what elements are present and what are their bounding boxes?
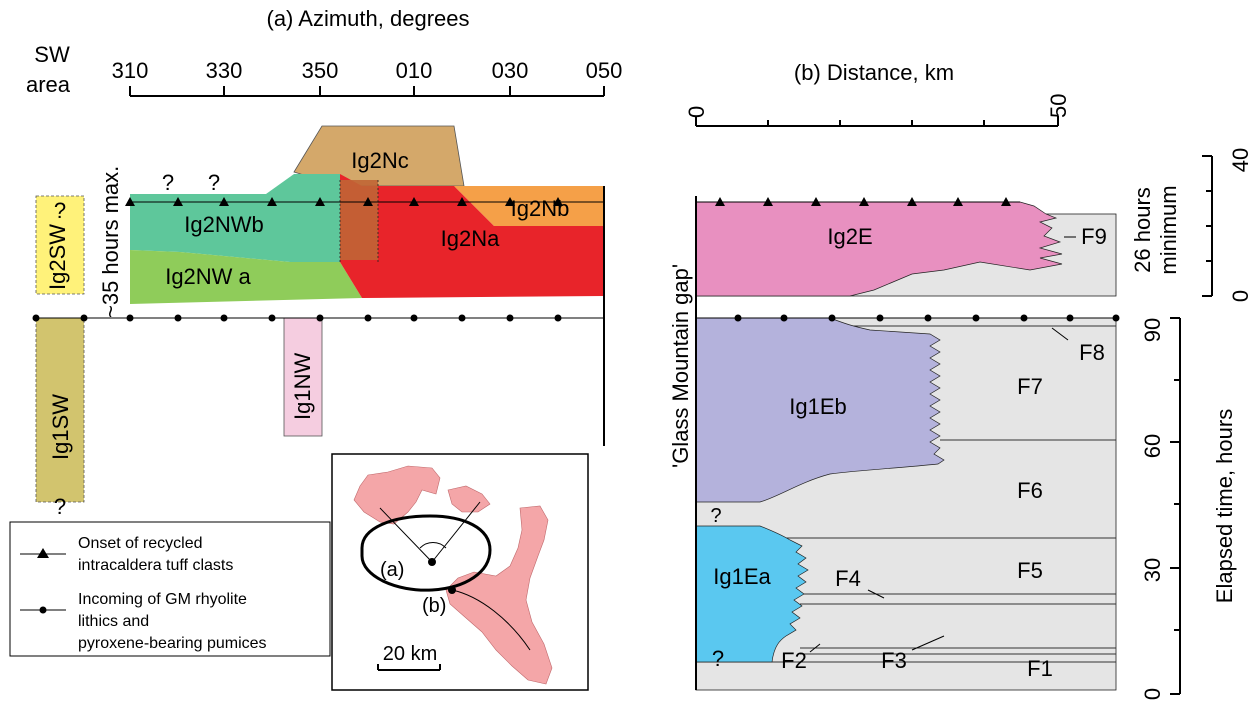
flow-unit-f7-label: F7 [1017,374,1043,399]
elapsed-tick-30: 30 [1140,558,1165,582]
unit-ig2nwb-label: Ig2NWb [184,212,263,237]
azimuth-tick-310: 310 [112,58,149,83]
f2-leader-line [809,643,821,653]
upper-time-tick-40: 40 [1228,148,1252,172]
question-mark-ig2sw: ? [54,198,66,223]
elapsed-time-label: Elapsed time, hours [1212,409,1237,603]
map-distance-line [451,589,531,651]
azimuth-tick-330: 330 [206,58,243,83]
elapsed-tick-90: 90 [1140,318,1165,342]
legend-circle-label-2: lithics and [78,613,149,630]
f3-leader-line [911,635,945,651]
unit-ig1sw-area [35,317,85,503]
azimuth-tick-030: 030 [492,58,529,83]
map-land-north [353,465,491,525]
unit-ig1ea-label: Ig1Ea [713,564,771,589]
map-label-a: (a) [380,559,404,581]
map-scale-label: 20 km [383,643,437,665]
elapsed-time-axis [1170,317,1181,695]
unit-ig2sw-area [35,195,85,295]
overlap-ig2nwb-ig2na [340,180,378,260]
unit-ig2na-label: Ig2Na [441,226,500,251]
elapsed-tick-0: 0 [1140,688,1165,700]
unit-ig1eb-area [695,317,945,503]
upper-time-label-line-2: minimum [1156,185,1181,274]
unit-ig1nw-area [283,317,323,437]
sw-label-line-2: area [26,72,71,97]
flow-unit-f2-label: F2 [781,648,807,673]
map-vent-b [448,586,456,594]
legend-circle-symbol [20,606,66,614]
circle-marker-line-a [32,314,604,322]
flow-unit-f1-label: F1 [1027,656,1053,681]
unit-ig2nb-label: Ig2Nb [511,196,570,221]
f8-leader-line [1051,327,1069,341]
flow-unit-f9-label: F9 [1081,224,1107,249]
map-vent-a [428,558,436,566]
f4-leader-line [867,589,885,599]
unit-ig2e-area [695,201,1063,297]
unit-ig1nw-label: Ig1NW [290,353,315,420]
map-label-b: (b) [422,595,446,617]
triangle-marker-line-a [125,197,604,206]
unit-ig2nw-a-label: Ig2NW a [165,264,251,289]
legend-triangle-label-1: Onset of recycled [78,535,203,552]
panel-b-title: (b) Distance, km [794,60,954,85]
legend-circle-label-1: Incoming of GM rhyolite [78,591,247,608]
upper-time-label-line-1: 26 hours [1130,187,1155,273]
upper-time-tick-0: 0 [1228,290,1252,302]
azimuth-tick-010: 010 [396,58,433,83]
unit-ig2sw-label: Ig2SW [45,224,70,290]
sw-label-line-1: SW [34,42,70,67]
elapsed-tick-60: 60 [1140,434,1165,458]
upper-time-axis [1202,155,1213,297]
flow-unit-f3-label: F3 [881,648,907,673]
glass-mountain-gap-label: 'Glass Mountain gap' [668,264,693,468]
legend-box [9,521,331,657]
distance-tick-0: 0 [684,106,709,118]
unit-ig2nwb-area [130,174,340,262]
circle-marker-line-b [696,314,1120,322]
flow-unit-f8-label: F8 [1079,340,1105,365]
unit-ig2e-label: Ig2E [827,224,872,249]
flow-unit-f6-label: F6 [1017,478,1043,503]
hours-max-label: ~35 hours max. [98,166,123,318]
question-mark-325: ? [162,170,174,195]
flow-unit-f4-label: F4 [835,566,861,591]
map-caldera-outline [360,514,492,592]
distance-tick-50: 50 [1046,94,1071,118]
azimuth-axis [129,86,605,97]
question-mark-335: ? [208,170,220,195]
unit-ig1sw-label: Ig1SW [48,394,73,460]
legend-triangle-symbol [20,548,66,558]
question-mark-ig1sw: ? [54,494,66,519]
triangle-marker-line-b [696,197,1020,206]
unit-ig2na-area [340,174,604,298]
map-land-southeast [445,505,553,685]
panel-a-title: (a) Azimuth, degrees [267,6,470,31]
unit-ig1eb-label: Ig1Eb [789,394,847,419]
azimuth-tick-050: 050 [586,58,623,83]
map-azimuth-rays [379,501,481,563]
unit-ig2nb-area [454,186,604,226]
unit-ig2nw-a-area [130,250,362,304]
map-scale-bar [377,664,441,671]
question-mark-ig1eb: ? [710,505,721,527]
flow-unit-f5-label: F5 [1017,558,1043,583]
azimuth-tick-350: 350 [302,58,339,83]
legend-triangle-label-2: intracaldera tuff clasts [78,557,233,574]
legend-circle-label-3: pyroxene-bearing pumices [78,635,267,652]
question-mark-ig1ea: ? [712,646,724,671]
unit-ig2nc-label: Ig2Nc [351,148,408,173]
unit-ig1ea-area [695,525,809,663]
distance-axis [695,116,1059,127]
